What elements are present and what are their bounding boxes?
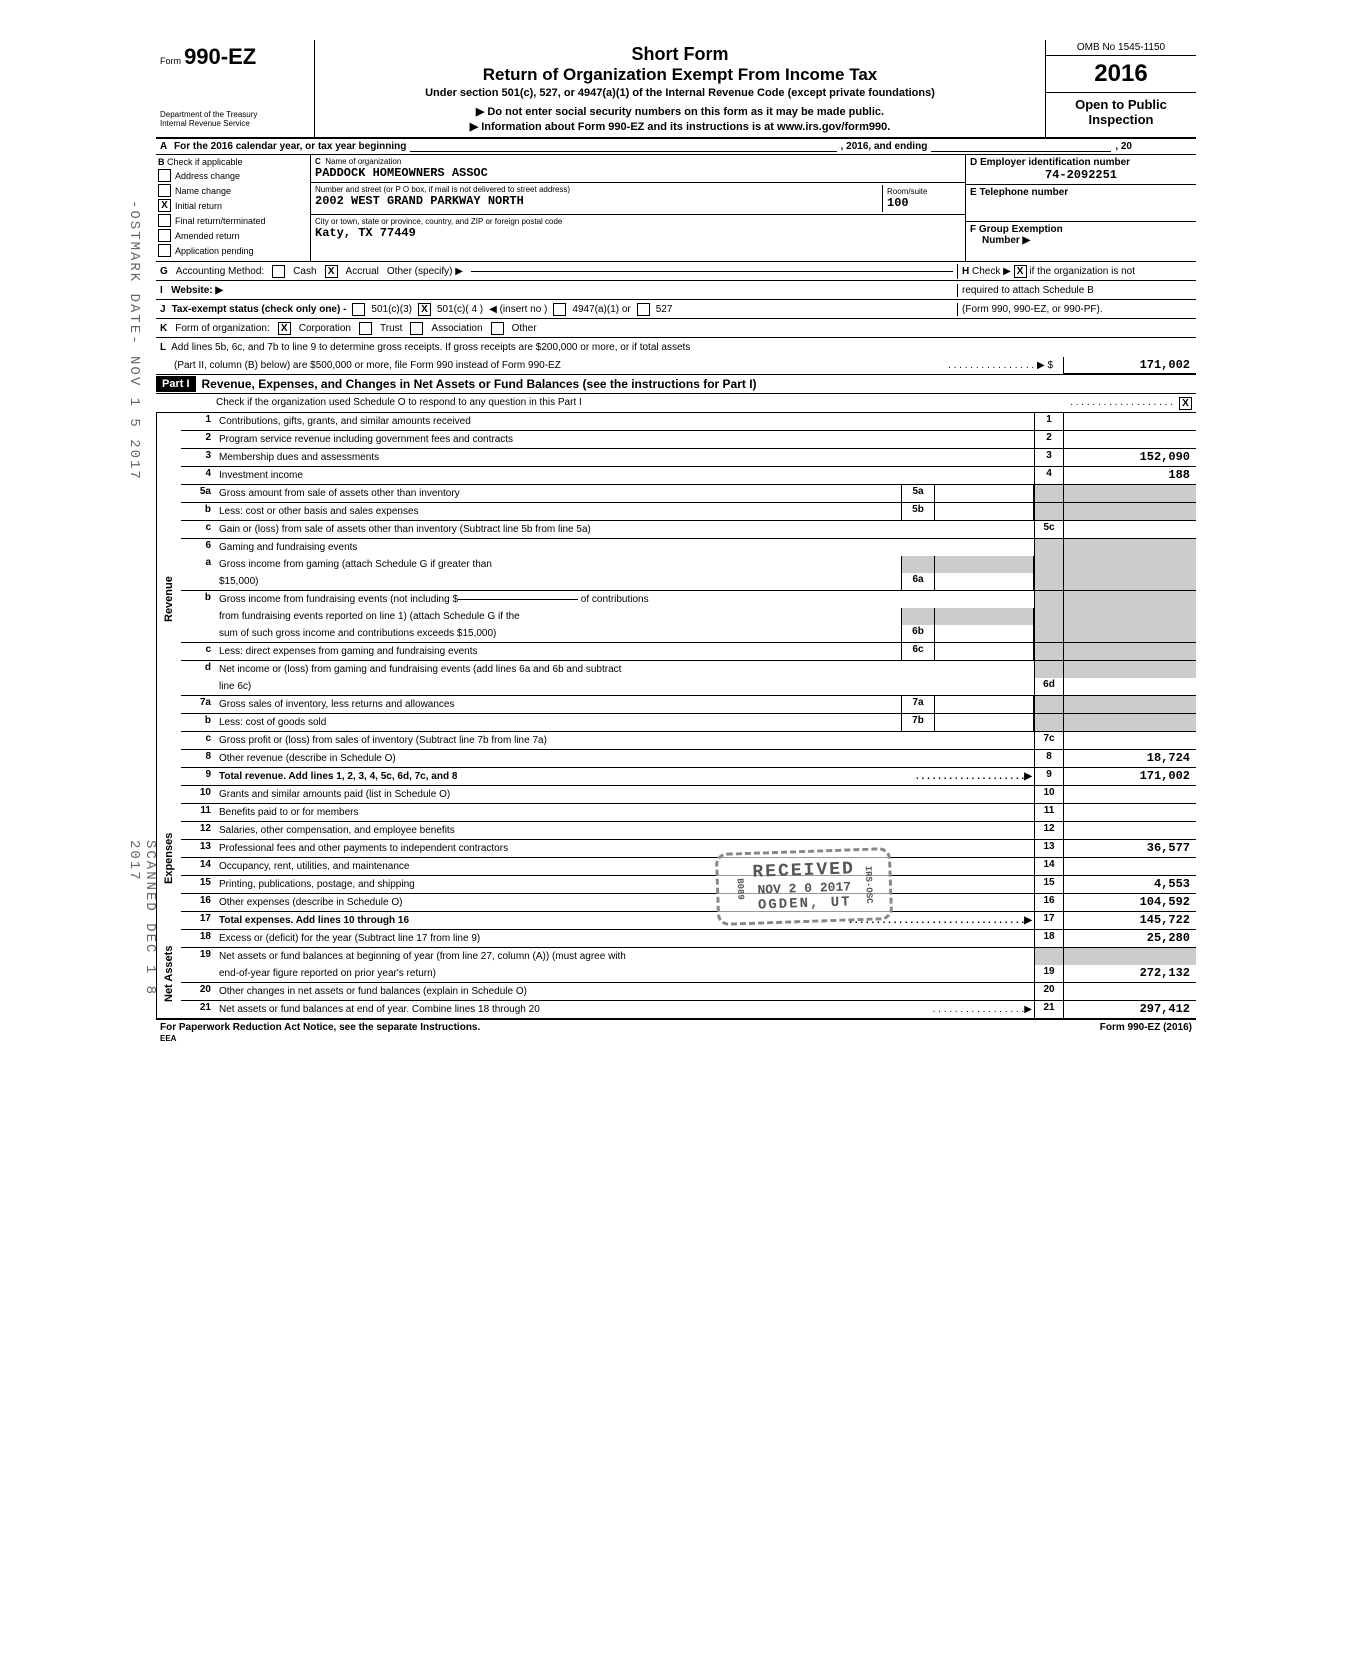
form-number: 990-EZ bbox=[184, 44, 256, 69]
line-16-amount: 104,592 bbox=[1063, 894, 1196, 911]
org-ein: 74-2092251 bbox=[970, 168, 1192, 182]
chk-amended[interactable]: Amended return bbox=[158, 229, 308, 242]
chk-association[interactable] bbox=[410, 322, 423, 335]
chk-corporation[interactable]: X bbox=[278, 322, 291, 335]
short-form-title: Short Form bbox=[323, 44, 1037, 65]
section-bcdef: B Check if applicable Address change Nam… bbox=[156, 155, 1196, 262]
form-label: Form bbox=[160, 56, 181, 66]
row-l-2: (Part II, column (B) below) are $500,000… bbox=[156, 356, 1196, 375]
label-a: A bbox=[160, 141, 174, 152]
row-i: I Website: ▶ required to attach Schedule… bbox=[156, 281, 1196, 300]
col-de: D Employer identification number 74-2092… bbox=[966, 155, 1196, 261]
chk-501c3[interactable] bbox=[352, 303, 365, 316]
chk-name-change[interactable]: Name change bbox=[158, 184, 308, 197]
title-cell: Short Form Return of Organization Exempt… bbox=[315, 40, 1046, 137]
row-a: A For the 2016 calendar year, or tax yea… bbox=[156, 139, 1196, 155]
tax-year: 2016 bbox=[1046, 56, 1196, 93]
line-1-amount bbox=[1063, 413, 1196, 430]
part-1-title: Revenue, Expenses, and Changes in Net As… bbox=[196, 375, 763, 393]
revenue-section: Revenue 1Contributions, gifts, grants, a… bbox=[156, 413, 1196, 786]
line-3-amount: 152,090 bbox=[1063, 449, 1196, 466]
line-17-amount: 145,722 bbox=[1063, 912, 1196, 929]
line-8-amount: 18,724 bbox=[1063, 750, 1196, 767]
line-20-amount bbox=[1063, 983, 1196, 1000]
form-id-footer: Form 990-EZ (2016) bbox=[1100, 1022, 1192, 1044]
line-21-amount: 297,412 bbox=[1063, 1001, 1196, 1018]
chk-final-return[interactable]: Final return/terminated bbox=[158, 214, 308, 227]
revenue-label: Revenue bbox=[156, 413, 181, 786]
omb-number: OMB No 1545-1150 bbox=[1046, 40, 1196, 56]
chk-schedule-o[interactable]: X bbox=[1179, 397, 1192, 410]
line-15-amount: 4,553 bbox=[1063, 876, 1196, 893]
chk-trust[interactable] bbox=[359, 322, 372, 335]
org-city: Katy, TX 77449 bbox=[315, 226, 961, 240]
org-room: 100 bbox=[887, 196, 957, 210]
net-assets-section: Net Assets 18Excess or (deficit) for the… bbox=[156, 930, 1196, 1020]
net-assets-label: Net Assets bbox=[156, 930, 181, 1018]
chk-4947[interactable] bbox=[553, 303, 566, 316]
line-19-amount: 272,132 bbox=[1063, 965, 1196, 982]
chk-cash[interactable] bbox=[272, 265, 285, 278]
paperwork-notice: For Paperwork Reduction Act Notice, see … bbox=[160, 1022, 480, 1033]
right-header: OMB No 1545-1150 2016 Open to Public Ins… bbox=[1046, 40, 1196, 137]
form-990ez: -OSTMARK DATE- NOV 1 5 2017 SCANNED DEC … bbox=[156, 40, 1196, 1046]
expenses-section: Expenses 10Grants and similar amounts pa… bbox=[156, 786, 1196, 930]
line-18-amount: 25,280 bbox=[1063, 930, 1196, 947]
chk-schedule-b[interactable]: X bbox=[1014, 265, 1027, 278]
line-6d-amount bbox=[1063, 678, 1196, 695]
row-j: J Tax-exempt status (check only one) - 5… bbox=[156, 300, 1196, 319]
line-14-amount bbox=[1063, 858, 1196, 875]
dept-irs: Internal Revenue Service bbox=[160, 119, 310, 128]
chk-application-pending[interactable]: Application pending bbox=[158, 244, 308, 257]
line-7c-amount bbox=[1063, 732, 1196, 749]
form-header: Form 990-EZ Department of the Treasury I… bbox=[156, 40, 1196, 139]
org-street: 2002 WEST GRAND PARKWAY NORTH bbox=[315, 194, 882, 208]
instruction-1: Do not enter social security numbers on … bbox=[323, 105, 1037, 118]
expenses-label: Expenses bbox=[156, 786, 181, 930]
line-9-amount: 171,002 bbox=[1063, 768, 1196, 785]
chk-other-org[interactable] bbox=[491, 322, 504, 335]
line-13-amount: 36,577 bbox=[1063, 840, 1196, 857]
part-1-check: Check if the organization used Schedule … bbox=[156, 394, 1196, 413]
gross-receipts-amount: 171,002 bbox=[1063, 357, 1196, 374]
chk-initial-return[interactable]: XInitial return bbox=[158, 199, 308, 212]
open-to-public: Open to Public Inspection bbox=[1046, 93, 1196, 131]
row-h: H Check ▶ X if the organization is not bbox=[957, 264, 1196, 279]
postmark-margin-stamp: -OSTMARK DATE- NOV 1 5 2017 bbox=[126, 200, 142, 481]
chk-527[interactable] bbox=[637, 303, 650, 316]
line-11-amount bbox=[1063, 804, 1196, 821]
line-2-amount bbox=[1063, 431, 1196, 448]
subtitle: Under section 501(c), 527, or 4947(a)(1)… bbox=[323, 87, 1037, 99]
line-4-amount: 188 bbox=[1063, 467, 1196, 484]
row-g-h: G Accounting Method: Cash XAccrual Other… bbox=[156, 262, 1196, 281]
line-5c-amount bbox=[1063, 521, 1196, 538]
main-title: Return of Organization Exempt From Incom… bbox=[323, 65, 1037, 85]
col-c: C Name of organization PADDOCK HOMEOWNER… bbox=[311, 155, 966, 261]
row-l-1: L Add lines 5b, 6c, and 7b to line 9 to … bbox=[156, 338, 1196, 356]
line-12-amount bbox=[1063, 822, 1196, 839]
form-number-cell: Form 990-EZ Department of the Treasury I… bbox=[156, 40, 315, 137]
line-10-amount bbox=[1063, 786, 1196, 803]
chk-address-change[interactable]: Address change bbox=[158, 169, 308, 182]
footer: For Paperwork Reduction Act Notice, see … bbox=[156, 1020, 1196, 1046]
org-name: PADDOCK HOMEOWNERS ASSOC bbox=[315, 166, 961, 180]
instruction-2: Information about Form 990-EZ and its in… bbox=[323, 120, 1037, 133]
part-1-label: Part I bbox=[156, 376, 196, 392]
chk-501c[interactable]: X bbox=[418, 303, 431, 316]
row-k: K Form of organization: XCorporation Tru… bbox=[156, 319, 1196, 338]
col-b: B Check if applicable Address change Nam… bbox=[156, 155, 311, 261]
scanned-margin-stamp: SCANNED DEC 1 8 2017 bbox=[126, 840, 158, 1046]
part-1-header: Part I Revenue, Expenses, and Changes in… bbox=[156, 375, 1196, 394]
chk-accrual[interactable]: X bbox=[325, 265, 338, 278]
dept-treasury: Department of the Treasury bbox=[160, 110, 310, 119]
